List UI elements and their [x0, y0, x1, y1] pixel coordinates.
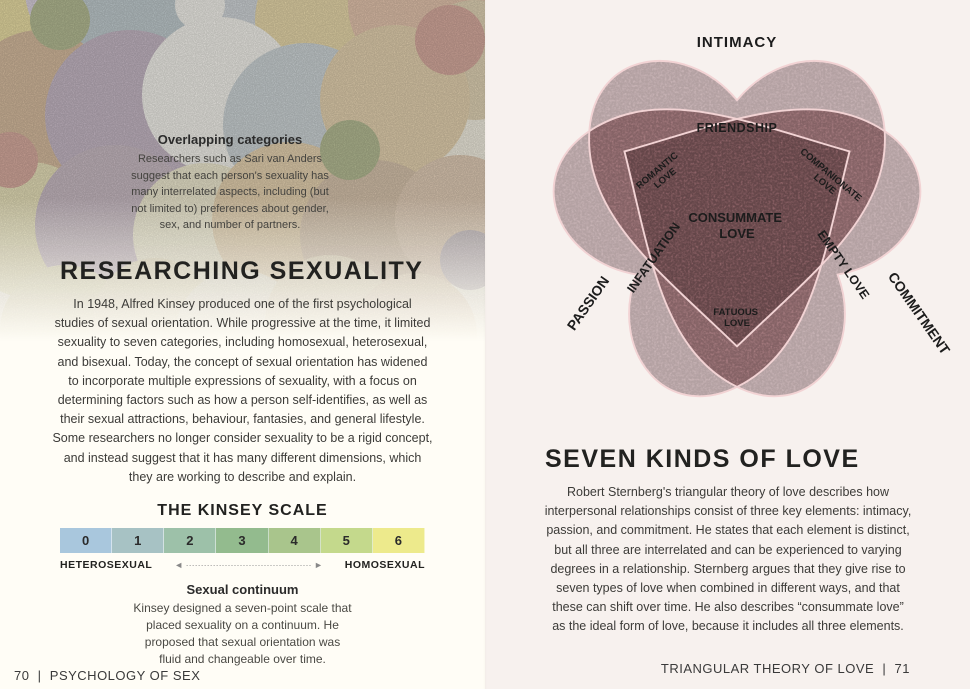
svg-text:COMMITMENT: COMMITMENT [885, 269, 954, 358]
svg-text:INTIMACY: INTIMACY [697, 34, 778, 51]
svg-text:PASSION: PASSION [564, 273, 613, 333]
svg-text:FRIENDSHIP: FRIENDSHIP [697, 121, 778, 135]
